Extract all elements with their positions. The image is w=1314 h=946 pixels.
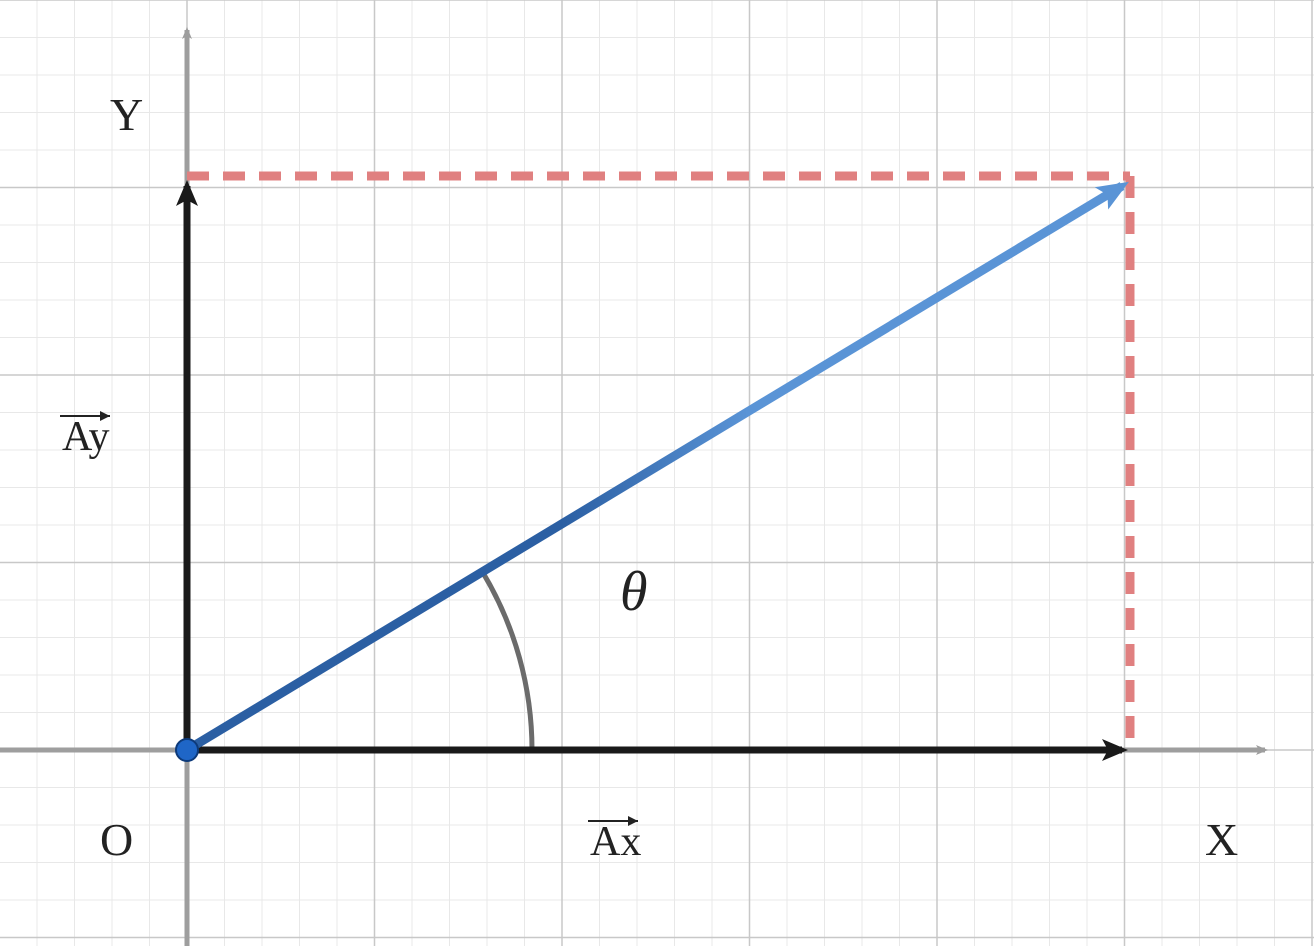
major-grid [0,0,1314,946]
vector-diagram: O X Y θ Ax Ay [0,0,1314,946]
origin-label: O [100,814,133,865]
svg-text:Ay: Ay [62,414,109,460]
vector-a [187,186,1122,750]
origin-dot [176,739,198,761]
angle-label: θ [620,561,648,623]
component-ay-label: Ay [60,411,110,460]
component-ax-label: Ax [588,816,641,865]
x-axis-label: X [1205,814,1238,865]
minor-grid [0,0,1314,946]
svg-text:Ax: Ax [590,819,641,865]
y-axis-label: Y [110,89,143,140]
